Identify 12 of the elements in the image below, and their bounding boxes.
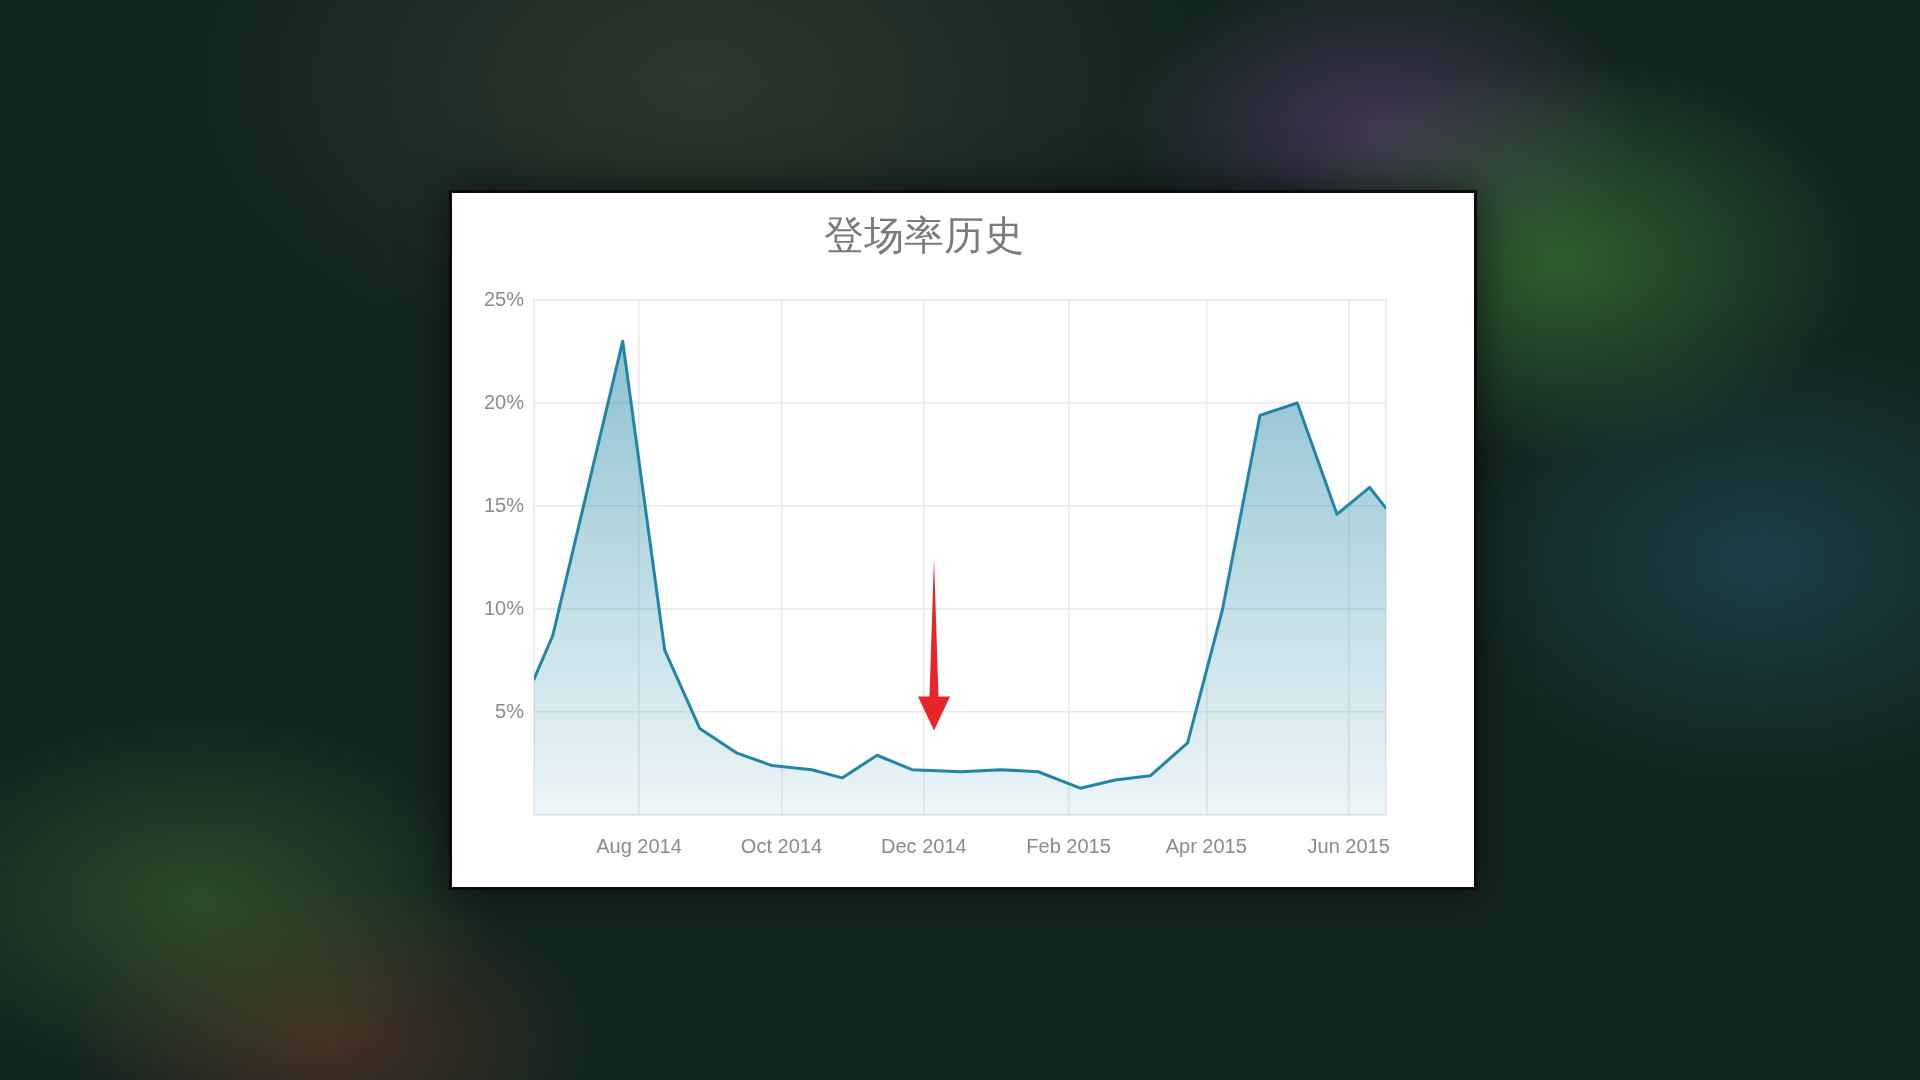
y-tick-label: 25%	[483, 287, 525, 310]
y-tick-label: 20%	[483, 390, 525, 413]
y-tick-label: 5%	[495, 699, 525, 722]
y-tick-label: 15%	[483, 493, 525, 516]
x-tick-label: Jun 2015	[1307, 834, 1390, 857]
y-tick-label: 10%	[483, 596, 525, 619]
x-tick-label: Apr 2015	[1165, 834, 1247, 857]
chart-title: 登场率历史	[824, 212, 1024, 259]
x-tick-label: Aug 2014	[596, 834, 682, 857]
x-tick-label: Oct 2014	[740, 834, 823, 857]
x-tick-label: Dec 2014	[881, 834, 967, 857]
x-tick-label: Feb 2015	[1026, 834, 1111, 857]
